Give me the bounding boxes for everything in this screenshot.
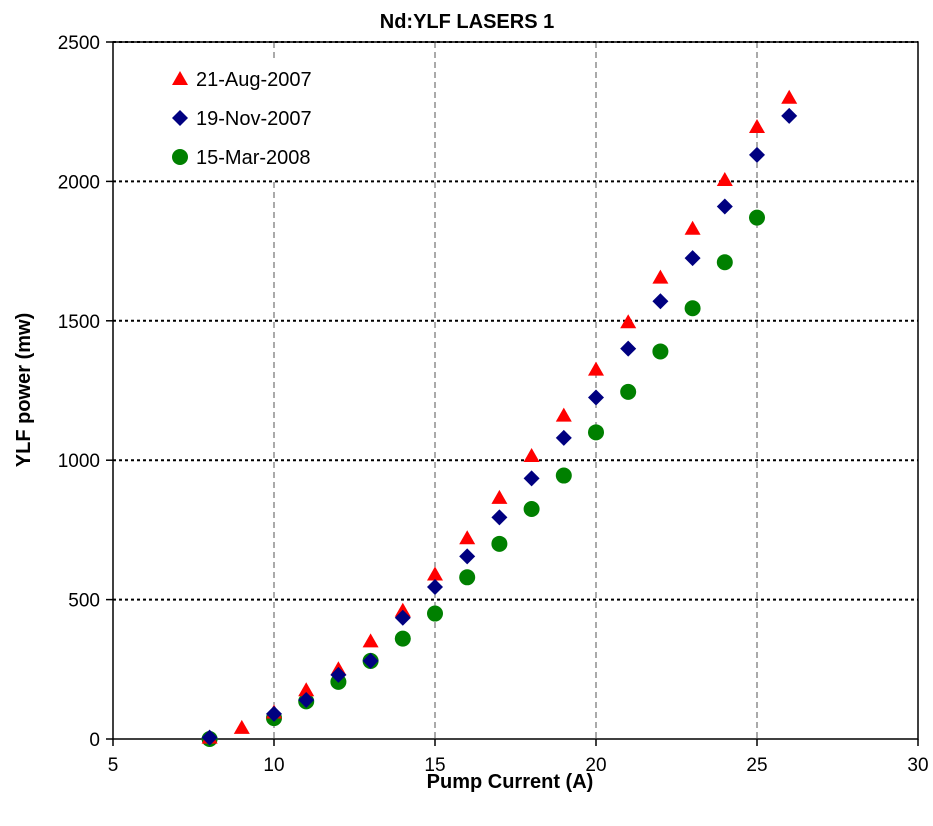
data-point-triangle <box>781 89 798 104</box>
legend-label: 21-Aug-2007 <box>196 69 312 91</box>
data-point-diamond <box>652 293 669 310</box>
y-tick-label: 0 <box>89 730 100 751</box>
data-point-triangle <box>749 119 765 134</box>
data-point-triangle <box>684 220 701 235</box>
x-tick-label: 30 <box>907 755 928 776</box>
legend-marker-diamond <box>172 110 188 126</box>
data-point-circle <box>555 467 572 484</box>
legend-label: 19-Nov-2007 <box>196 108 312 130</box>
x-tick-label: 25 <box>746 755 767 776</box>
x-tick-label: 10 <box>263 755 284 776</box>
data-point-circle <box>652 343 669 360</box>
data-point-diamond <box>427 579 443 596</box>
data-points <box>201 89 798 747</box>
data-point-triangle <box>620 314 637 329</box>
y-tick-label: 2500 <box>58 33 100 54</box>
data-point-triangle <box>588 361 604 376</box>
x-axis-label: Pump Current (A) <box>427 771 594 793</box>
data-point-triangle <box>459 530 476 545</box>
data-point-diamond <box>620 340 637 357</box>
data-point-diamond <box>266 705 282 722</box>
data-point-diamond <box>298 691 315 708</box>
data-point-diamond <box>459 548 476 565</box>
data-point-circle <box>620 383 637 400</box>
data-point-diamond <box>491 509 508 526</box>
data-point-triangle <box>716 172 733 187</box>
data-point-triangle <box>298 682 315 697</box>
legend-box <box>162 60 367 178</box>
data-point-circle <box>491 535 508 552</box>
data-point-triangle <box>233 719 250 734</box>
y-tick-label: 1000 <box>58 451 100 472</box>
data-point-circle <box>394 630 411 647</box>
data-point-triangle <box>523 448 540 463</box>
y-axis-label: YLF power (mw) <box>13 313 35 467</box>
plot-area-border <box>112 41 919 740</box>
data-point-triangle <box>427 566 443 581</box>
data-point-diamond <box>588 389 604 406</box>
data-point-circle <box>749 209 765 226</box>
legend-label: 15-Mar-2008 <box>196 147 311 169</box>
data-point-triangle <box>652 269 669 284</box>
data-point-diamond <box>749 146 765 163</box>
data-point-diamond <box>716 198 733 215</box>
y-tick-label: 500 <box>68 591 100 612</box>
data-point-diamond <box>781 107 798 124</box>
data-point-diamond <box>684 250 701 267</box>
data-point-diamond <box>330 666 347 683</box>
legend-marker-triangle <box>172 71 188 85</box>
data-point-diamond <box>362 652 379 669</box>
x-tick-labels: 5 10 15 20 25 30 <box>108 755 929 776</box>
data-point-circle <box>523 500 540 517</box>
data-point-triangle <box>491 489 508 504</box>
legend-marker-circle <box>172 149 188 165</box>
y-tick-label: 1500 <box>58 312 100 333</box>
x-tick-label: 15 <box>424 755 445 776</box>
data-point-circle <box>459 569 476 586</box>
data-point-circle <box>427 605 443 622</box>
chart-title: Nd:YLF LASERS 1 <box>380 11 554 33</box>
data-point-triangle <box>362 633 379 648</box>
x-tick-label: 5 <box>108 755 119 776</box>
data-point-diamond <box>523 470 540 487</box>
data-point-circle <box>716 254 733 271</box>
data-point-diamond <box>201 729 218 746</box>
y-tick-labels: 0 500 1000 1500 2000 2500 <box>58 33 100 751</box>
axis-ticks <box>106 41 919 746</box>
data-point-diamond <box>394 609 411 626</box>
x-tick-label: 20 <box>585 755 606 776</box>
legend: 21-Aug-2007 19-Nov-2007 15-Mar-2008 <box>162 60 367 178</box>
data-point-diamond <box>555 429 572 446</box>
data-point-circle <box>684 300 701 317</box>
data-point-triangle <box>555 407 572 422</box>
y-tick-label: 2000 <box>58 172 100 193</box>
data-point-circle <box>588 424 604 441</box>
